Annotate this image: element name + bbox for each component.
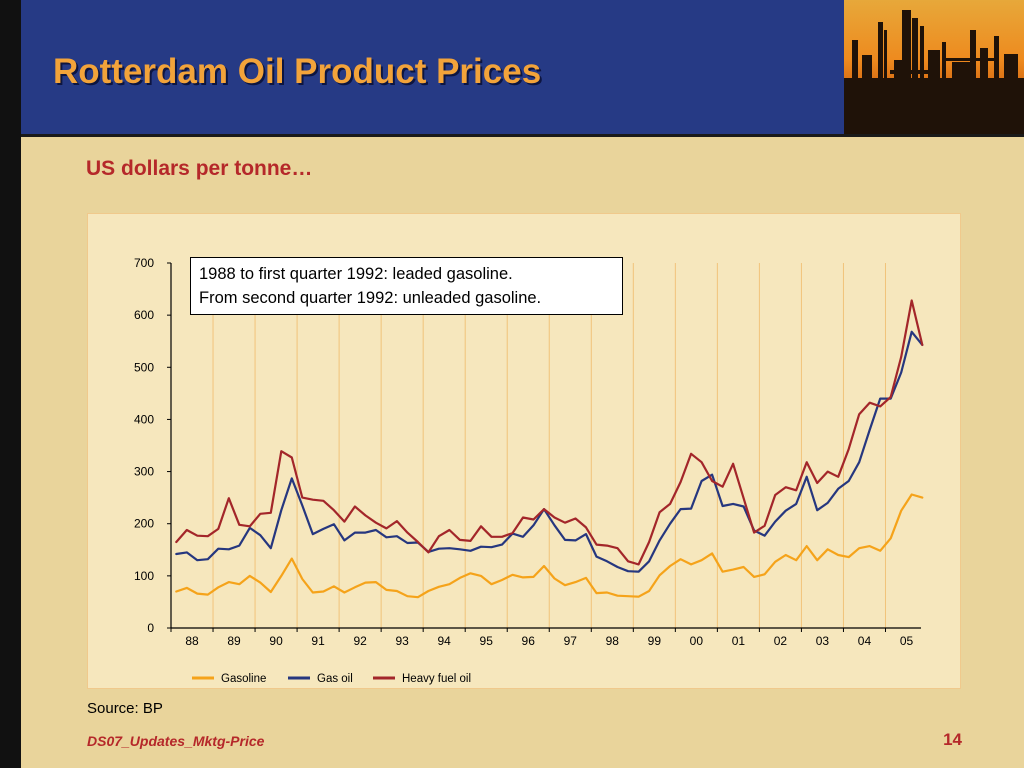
x-tick-label: 93 [395, 634, 409, 648]
chart-subtitle: US dollars per tonne… [86, 157, 313, 180]
series-line-heavy-fuel-oil [175, 299, 924, 566]
y-tick-label: 200 [134, 517, 154, 531]
y-tick-label: 300 [134, 465, 154, 479]
grid-lines [170, 263, 886, 628]
y-tick-label: 500 [134, 360, 154, 374]
source-note: Source: BP [87, 700, 163, 717]
x-tick-label: 01 [732, 634, 746, 648]
page-title: Rotterdam Oil Product Prices [53, 52, 542, 91]
x-tick-label: 95 [480, 634, 494, 648]
series-line-gas-oil [175, 330, 924, 573]
footer-document-id: DS07_Updates_Mktg-Price [87, 733, 265, 749]
legend-label: Gasoline [221, 673, 266, 685]
x-tick-label: 94 [438, 634, 452, 648]
y-tick-label: 0 [147, 621, 154, 635]
refinery-image [844, 0, 1024, 134]
legend-label: Heavy fuel oil [402, 673, 471, 685]
header-divider [21, 134, 1024, 137]
x-tick-label: 89 [227, 634, 241, 648]
x-tick-label: 99 [648, 634, 662, 648]
x-tick-label: 05 [900, 634, 914, 648]
left-border-strip [0, 0, 21, 768]
data-series [175, 299, 924, 599]
x-tick-label: 02 [774, 634, 788, 648]
x-tick-label: 88 [185, 634, 199, 648]
series-line-gasoline [175, 493, 924, 599]
x-tick-label: 92 [353, 634, 367, 648]
annotation-line-2: From second quarter 1992: unleaded gasol… [199, 289, 542, 307]
y-tick-label: 100 [134, 569, 154, 583]
y-tick-label: 700 [134, 256, 154, 270]
title-banner: Rotterdam Oil Product Prices [21, 0, 844, 134]
x-tick-label: 04 [858, 634, 872, 648]
refinery-silhouette-icon [844, 10, 1024, 134]
annotation-line-1: 1988 to first quarter 1992: leaded gasol… [199, 265, 513, 283]
x-tick-label: 03 [816, 634, 830, 648]
chart-annotation: 1988 to first quarter 1992: leaded gasol… [190, 257, 623, 315]
x-tick-label: 96 [522, 634, 536, 648]
x-tick-label: 90 [269, 634, 283, 648]
y-tick-label: 400 [134, 412, 154, 426]
x-tick-label: 97 [564, 634, 578, 648]
page-number: 14 [943, 730, 962, 749]
x-tick-label: 91 [311, 634, 325, 648]
legend-label: Gas oil [317, 673, 353, 685]
chart-legend: Gasoline Gas oil Heavy fuel oil [192, 673, 471, 685]
y-tick-label: 600 [134, 308, 154, 322]
x-tick-label: 98 [606, 634, 620, 648]
x-tick-label: 00 [690, 634, 704, 648]
